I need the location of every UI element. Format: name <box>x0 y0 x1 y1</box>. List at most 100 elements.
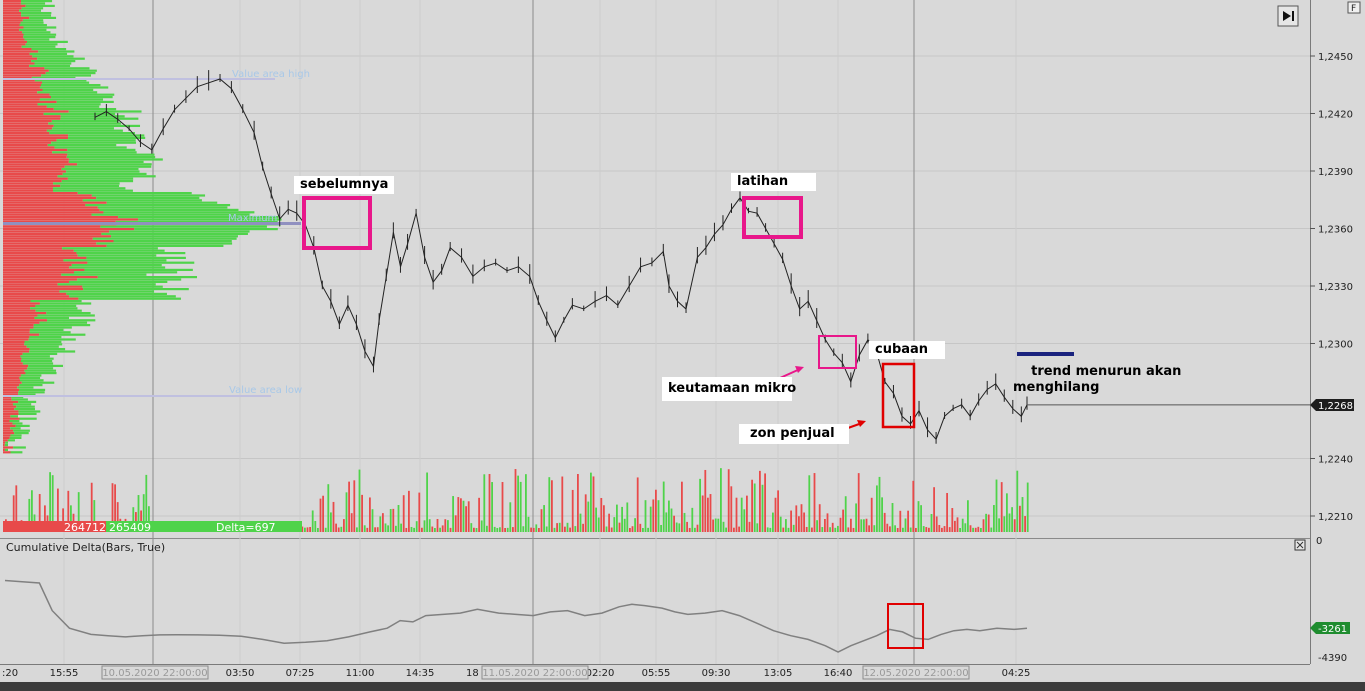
profile-buy-row <box>46 129 123 132</box>
volume-bar <box>655 489 657 532</box>
profile-sell-row <box>3 26 24 29</box>
volume-bar <box>855 503 857 532</box>
profile-buy-row <box>73 271 178 274</box>
arrow-keutamaan-head <box>795 366 804 373</box>
profile-sell-row <box>3 117 61 120</box>
volume-bar <box>70 505 72 532</box>
profile-sell-row <box>3 448 5 451</box>
volume-bar <box>717 518 720 532</box>
volume-bar <box>704 469 707 532</box>
volume-bar <box>868 525 870 532</box>
volume-bar <box>389 508 392 532</box>
profile-sell-row <box>3 278 78 281</box>
volume-bar <box>473 527 475 532</box>
profile-sell-row <box>3 129 47 132</box>
volume-bar <box>969 525 972 532</box>
profile-buy-row <box>78 297 181 300</box>
profile-sell-row <box>3 48 32 51</box>
volume-bar <box>904 518 907 532</box>
profile-sell-row <box>3 422 13 425</box>
profile-sell-row <box>3 122 49 125</box>
profile-buy-row <box>96 242 233 245</box>
volume-bar <box>618 522 621 532</box>
volume-bar <box>449 527 452 532</box>
volume-bar <box>51 475 54 532</box>
volume-bar <box>709 494 712 532</box>
profile-delta-total: Delta=697 <box>216 521 276 534</box>
profile-buy-row <box>113 240 232 243</box>
profile-buy-row <box>19 384 43 387</box>
profile-buy-total: 265409 <box>109 521 151 534</box>
profile-sell-row <box>3 249 74 252</box>
annotation-trend[interactable]: trend menurun akan menghilang <box>1005 329 1209 395</box>
profile-sell-row <box>3 266 70 269</box>
profile-buy-row <box>60 184 120 187</box>
volume-bar <box>478 497 480 532</box>
profile-sell-row <box>3 369 25 372</box>
annotation-keutamaan-mikro[interactable]: keutamaan mikro <box>662 377 796 401</box>
profile-sell-row <box>3 451 11 454</box>
volume-bar <box>665 512 668 532</box>
profile-buy-row <box>21 12 52 15</box>
volume-bar <box>317 527 319 532</box>
volume-bar <box>426 472 428 532</box>
profile-sell-row <box>3 367 28 370</box>
profile-buy-row <box>18 412 37 415</box>
annotation-cubaan[interactable]: cubaan <box>869 341 945 359</box>
volume-bar <box>610 527 613 532</box>
profile-sell-row <box>3 244 107 247</box>
profile-buy-row <box>19 28 47 31</box>
profile-sell-row <box>3 237 93 240</box>
price-series <box>94 70 1310 444</box>
skip-to-end-icon[interactable] <box>1277 5 1299 27</box>
profile-buy-row <box>63 259 167 262</box>
volume-bar <box>860 519 863 532</box>
profile-buy-row <box>34 316 70 319</box>
f-corner-icon[interactable]: F <box>1347 1 1361 14</box>
close-panel-icon[interactable] <box>1294 539 1306 551</box>
profile-sell-row <box>3 362 23 365</box>
profile-sell-row <box>3 208 100 211</box>
volume-bar <box>324 527 327 532</box>
delta-panel-background <box>0 540 1310 664</box>
profile-buy-row <box>51 141 136 144</box>
volume-bar <box>306 527 309 532</box>
volume-bar <box>556 523 558 532</box>
volume-bar <box>387 525 389 532</box>
volume-bar <box>837 525 839 532</box>
time-tick-label: 15:55 <box>50 668 79 679</box>
profile-sell-row <box>3 192 78 195</box>
profile-sell-row <box>3 259 64 262</box>
volume-bar <box>998 518 1000 532</box>
volume-bar <box>376 527 379 532</box>
volume-bar <box>38 494 41 532</box>
volume-bar <box>525 474 527 532</box>
volume-bar <box>873 525 876 532</box>
profile-buy-row <box>91 194 206 197</box>
volume-bar <box>44 505 46 532</box>
volume-bar <box>384 523 387 532</box>
volume-bar <box>818 504 821 532</box>
annotation-sebelumnya[interactable]: sebelumnya <box>294 176 395 194</box>
profile-buy-row <box>12 422 23 425</box>
profile-buy-row <box>19 9 42 12</box>
profile-buy-row <box>24 369 57 372</box>
volume-bar <box>436 518 439 532</box>
profile-buy-row <box>28 364 63 367</box>
profile-sell-row <box>3 331 30 334</box>
volume-bar <box>930 513 933 532</box>
volume-bar <box>803 512 805 532</box>
profile-buy-row <box>64 165 152 168</box>
annotation-latihan[interactable]: latihan <box>731 173 816 191</box>
profile-sell-row <box>3 340 25 343</box>
profile-buy-row <box>91 213 250 216</box>
profile-sell-row <box>3 225 101 228</box>
annotation-zon-penjual[interactable]: zon penjual <box>739 424 849 444</box>
volume-bar <box>834 527 837 532</box>
date-marker-label: 11.05.2020 22:00:00 <box>482 668 587 679</box>
profile-sell-row <box>3 348 30 351</box>
profile-buy-row <box>69 280 168 283</box>
profile-sell-row <box>3 220 116 223</box>
volume-bar <box>1016 470 1019 532</box>
